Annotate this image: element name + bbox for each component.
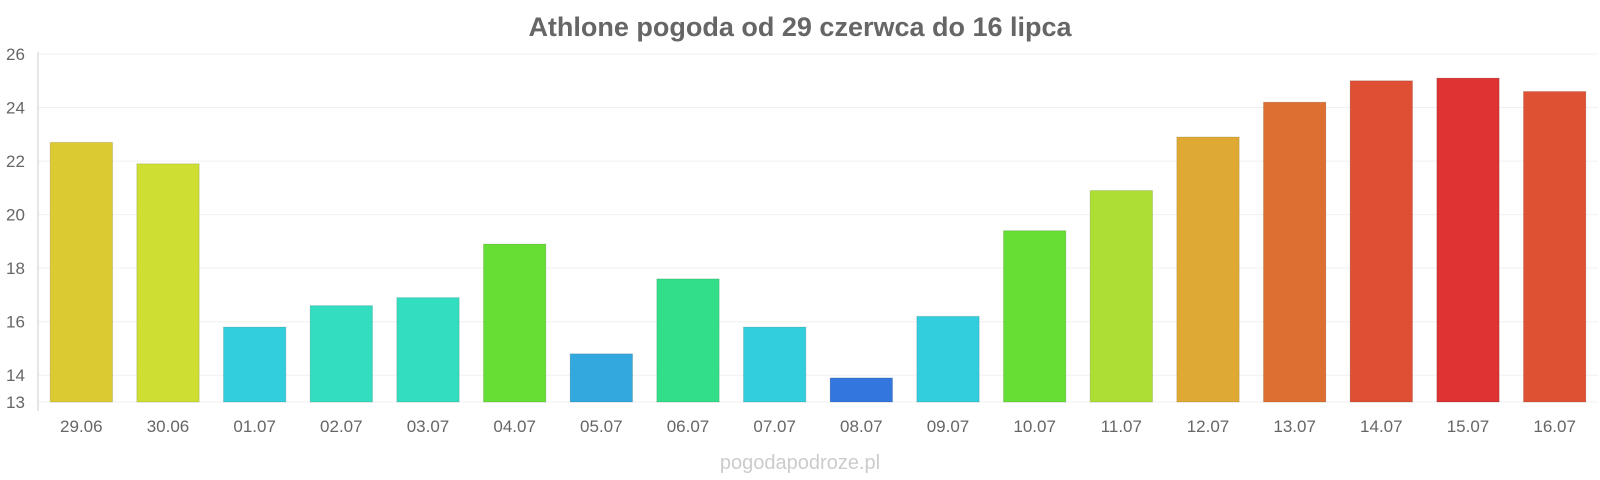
- x-tick-label: 12.07: [1187, 417, 1230, 436]
- bar-16.07: [1522, 90, 1587, 403]
- bar-01.07: [222, 326, 287, 403]
- bar-30.06: [136, 163, 200, 403]
- x-axis-ticks: 29.06 30.06 01.07 02.07 03.07 04.07 05.07 06.07…: [60, 417, 1576, 436]
- y-tick-label: 14: [6, 366, 25, 385]
- bar-07.07: [742, 326, 807, 403]
- x-tick-label: 01.07: [233, 417, 276, 436]
- y-tick-label: 22: [6, 152, 25, 171]
- bars: [49, 77, 1587, 403]
- bar-03.07: [396, 297, 460, 403]
- x-tick-label: 11.07: [1101, 417, 1142, 436]
- bar-06.07: [656, 278, 720, 403]
- x-tick-label: 14.07: [1360, 417, 1403, 436]
- x-tick-label: 06.07: [667, 417, 710, 436]
- bar-08.07: [829, 377, 894, 403]
- x-tick-label: 08.07: [840, 417, 883, 436]
- x-tick-label: 30.06: [147, 417, 190, 436]
- watermark: pogodapodroze.pl: [720, 452, 880, 474]
- x-tick-label: 15.07: [1447, 417, 1490, 436]
- bar-15.07: [1436, 77, 1500, 403]
- bar-11.07: [1089, 190, 1154, 403]
- y-axis-ticks: 13 14 16 18 20 22 24 26: [6, 45, 25, 412]
- x-tick-label: 16.07: [1533, 417, 1576, 436]
- bar-12.07: [1176, 136, 1240, 403]
- x-tick-label: 05.07: [580, 417, 623, 436]
- x-tick-label: 29.06: [60, 417, 103, 436]
- x-tick-label: 03.07: [407, 417, 450, 436]
- bar-13.07: [1262, 101, 1327, 403]
- bar-05.07: [569, 353, 634, 403]
- x-tick-label: 02.07: [320, 417, 363, 436]
- bar-29.06: [49, 141, 114, 403]
- x-tick-label: 13.07: [1273, 417, 1316, 436]
- bar-14.07: [1349, 80, 1414, 403]
- bar-09.07: [916, 315, 980, 403]
- bar-04.07: [482, 243, 547, 403]
- y-tick-label: 26: [6, 45, 25, 64]
- bar-02.07: [309, 305, 374, 403]
- chart-title: Athlone pogoda od 29 czerwca do 16 lipca: [528, 12, 1072, 42]
- y-tick-label: 13: [6, 393, 25, 412]
- x-tick-label: 09.07: [927, 417, 970, 436]
- x-tick-label: 10.07: [1013, 417, 1056, 436]
- y-tick-label: 16: [6, 313, 25, 332]
- y-tick-label: 24: [6, 99, 25, 118]
- y-tick-label: 20: [6, 206, 25, 225]
- x-tick-label: 04.07: [493, 417, 536, 436]
- grid-lines: [38, 53, 1598, 403]
- bar-10.07: [1002, 230, 1067, 403]
- y-tick-label: 18: [6, 259, 25, 278]
- x-tick-label: 07.07: [753, 417, 796, 436]
